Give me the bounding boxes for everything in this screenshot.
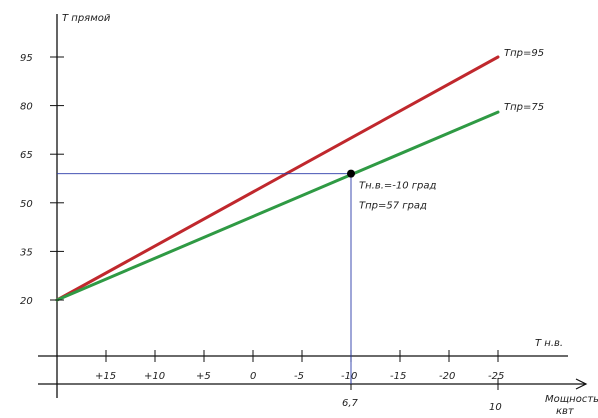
x-tick-label: +15: [95, 371, 116, 382]
series-layer: Тпр=95 Тпр=75: [55, 48, 544, 302]
series-label: Тпр=95: [504, 48, 544, 59]
y-tick-label: 20: [20, 296, 33, 307]
y-tick-label: 65: [20, 150, 33, 161]
ticks-layer: 20 35 50 65 80 95 +15 +10 +5 0 -5 -10 -15 -20 -25 6,7 10…: [20, 53, 598, 417]
marker-annotation: Тпр=57 град: [359, 201, 427, 212]
x-tick-label: -10: [341, 371, 357, 382]
series-line: [55, 110, 500, 302]
y-tick-label: 50: [20, 199, 33, 210]
marker-point: [347, 169, 355, 178]
marker-layer: Тн.в.=-10 град Тпр=57 град: [57, 169, 437, 384]
x-tick-label: -15: [390, 371, 406, 382]
x-tick-label: +10: [144, 371, 165, 382]
y-tick-label: 35: [20, 247, 33, 258]
x-axis-label: Т н.в.: [535, 338, 563, 349]
x2-tick-label: 10: [489, 402, 502, 413]
series-line: [55, 55, 500, 302]
x2-axis-arrow: [575, 378, 588, 390]
series-label: Тпр=75: [504, 102, 544, 113]
x2-tick-label: 6,7: [342, 398, 359, 409]
marker-annotation: Тн.в.=-10 град: [359, 181, 437, 192]
x2-axis-label: Мощность квт: [545, 394, 598, 417]
x-tick-label: -25: [488, 371, 504, 382]
y-tick-label: 95: [20, 53, 33, 64]
x-tick-label: -5: [294, 371, 304, 382]
y-axis-label: Т прямой: [62, 13, 111, 24]
y-tick-label: 80: [20, 102, 33, 113]
x-tick-label: -20: [439, 371, 455, 382]
x-tick-label: +5: [196, 371, 211, 382]
x-tick-label: 0: [250, 371, 256, 382]
